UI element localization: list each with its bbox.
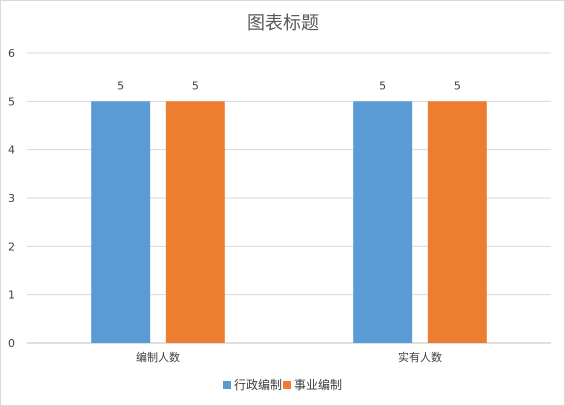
y-axis: 0 1 2 3 4 5 6 xyxy=(8,47,15,350)
y-tick-label: 1 xyxy=(8,289,15,302)
y-tick-label: 2 xyxy=(8,240,15,253)
bar xyxy=(165,101,225,343)
y-tick-label: 5 xyxy=(8,95,15,108)
legend: 行政编制 事业编制 xyxy=(223,377,342,392)
data-label: 5 xyxy=(117,79,124,92)
y-tick-label: 0 xyxy=(8,337,15,350)
bar xyxy=(353,101,413,343)
data-label: 5 xyxy=(379,79,386,92)
legend-label: 事业编制 xyxy=(294,377,342,392)
legend-label: 行政编制 xyxy=(234,377,282,392)
data-labels: 5 5 5 5 xyxy=(117,79,461,92)
bar xyxy=(427,101,487,343)
y-tick-label: 6 xyxy=(8,47,15,60)
x-category-label: 编制人数 xyxy=(136,350,180,364)
legend-swatch xyxy=(223,381,231,389)
y-tick-label: 3 xyxy=(8,192,15,205)
y-tick-label: 4 xyxy=(8,144,15,157)
data-label: 5 xyxy=(192,79,199,92)
x-axis: 编制人数 实有人数 xyxy=(136,350,442,364)
bars xyxy=(91,101,487,343)
legend-swatch xyxy=(283,381,291,389)
chart-title: 图表标题 xyxy=(247,13,319,34)
data-label: 5 xyxy=(454,79,461,92)
bar xyxy=(91,101,151,343)
x-category-label: 实有人数 xyxy=(398,350,442,364)
